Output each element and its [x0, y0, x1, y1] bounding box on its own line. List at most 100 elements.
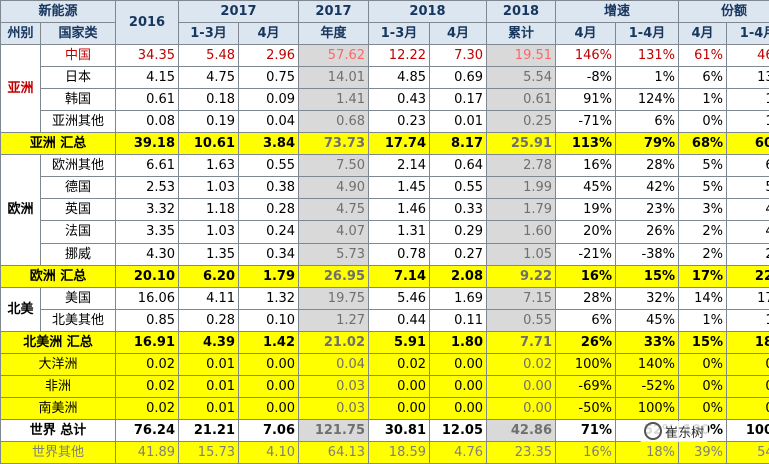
- value-cell: 34.35: [115, 44, 180, 68]
- table-row: 韩国0.610.180.091.410.430.170.6191%124%1%1…: [1, 88, 769, 112]
- watermark: 崔东树: [640, 421, 709, 442]
- country-label: 美国: [39, 286, 117, 310]
- value-cell: 1.27: [298, 308, 370, 332]
- value-cell: 5.73: [298, 242, 370, 266]
- table-row: 亚洲 汇总 39.18 10.61 3.84 73.73 17.74 8.17 25.91 11…: [0, 132, 769, 156]
- value-cell: 5%: [678, 154, 728, 178]
- value-cell: 0.01: [178, 374, 240, 398]
- value-cell: 2.14: [368, 154, 431, 178]
- value-cell: 1.63: [178, 154, 240, 178]
- value-cell: 5%: [678, 176, 728, 200]
- country-label: 欧洲其他: [39, 154, 117, 178]
- value-cell: 54%: [726, 440, 769, 464]
- value-cell: 26%: [555, 330, 617, 354]
- header-row-1: 新能源 2016 2017 2017 2018 2018 增速 份额: [0, 0, 769, 46]
- value-cell: 64.13: [298, 440, 370, 464]
- value-cell: 7.30: [429, 44, 488, 68]
- value-cell: 21.02: [298, 330, 370, 354]
- header-row-2: 州别 国家类 1-3月 4月 年度 1-3月 4月 累计 4月 1-4月 4月 …: [0, 22, 769, 46]
- header-country: 国家类: [39, 22, 117, 46]
- value-cell: 28%: [555, 286, 617, 310]
- header-sub: 1-3月: [368, 22, 431, 46]
- value-cell: 7.71: [486, 330, 557, 354]
- value-cell: 1.79: [486, 198, 557, 222]
- value-cell: 61%: [678, 44, 728, 68]
- value-cell: 100%: [615, 396, 680, 420]
- value-cell: 79%: [615, 132, 680, 156]
- value-cell: 0.55: [429, 176, 488, 200]
- value-cell: 2.78: [486, 154, 557, 178]
- value-cell: 41.89: [115, 440, 180, 464]
- value-cell: -50%: [555, 396, 617, 420]
- country-label: 北美其他: [39, 308, 117, 332]
- value-cell: 0%: [678, 396, 728, 420]
- value-cell: 42%: [615, 176, 680, 200]
- value-cell: 1%: [726, 110, 769, 134]
- row-label: 世界其他: [0, 440, 117, 464]
- value-cell: 0.43: [368, 88, 431, 112]
- table-row: 亚洲 中国 34.35 5.48 2.96 57.62 12.22 7.30 19.51 146%…: [0, 44, 769, 134]
- value-cell: 0.00: [238, 396, 300, 420]
- header-sub: 1-4月: [615, 22, 680, 46]
- value-cell: 16.91: [115, 330, 180, 354]
- value-cell: 0.44: [368, 308, 431, 332]
- value-cell: 6%: [615, 110, 680, 134]
- value-cell: 19.51: [486, 44, 557, 68]
- value-cell: 100%: [726, 418, 769, 442]
- value-cell: 0.11: [429, 308, 488, 332]
- value-cell: 6%: [555, 308, 617, 332]
- value-cell: 0.00: [368, 396, 431, 420]
- header-2017: 2017: [178, 0, 300, 24]
- table-row: 世界其他 41.89 15.73 4.10 64.13 18.59 4.76 23.35 16%…: [0, 440, 769, 464]
- row-label: 南美洲: [0, 396, 117, 420]
- table-row: 非洲 0.02 0.01 0.00 0.03 0.00 0.00 0.00 -69% -52% 0%…: [0, 374, 769, 398]
- value-cell: -52%: [615, 374, 680, 398]
- value-cell: 0.29: [429, 220, 488, 244]
- value-cell: -8%: [555, 66, 617, 90]
- value-cell: 0.01: [178, 396, 240, 420]
- header-sub: 4月: [678, 22, 728, 46]
- value-cell: 17.74: [368, 132, 431, 156]
- value-cell: 0.02: [115, 374, 180, 398]
- value-cell: 0.75: [238, 66, 300, 90]
- value-cell: 0.04: [238, 110, 300, 134]
- value-cell: 0.04: [298, 352, 370, 376]
- value-cell: 1.79: [238, 264, 300, 288]
- value-cell: 0%: [678, 374, 728, 398]
- table-row: 北美洲 汇总 16.91 4.39 1.42 21.02 5.91 1.80 7.71 26% 3…: [0, 330, 769, 354]
- table-row: 南美洲 0.02 0.01 0.00 0.03 0.00 0.00 0.00 -50% 100% 0…: [0, 396, 769, 420]
- row-label: 欧洲 汇总: [0, 264, 117, 288]
- row-label: 世界 总计: [0, 418, 117, 442]
- value-cell: 19.75: [298, 286, 370, 310]
- value-cell: 91%: [555, 88, 617, 112]
- header-sub: 4月: [429, 22, 488, 46]
- value-cell: 1.60: [486, 220, 557, 244]
- value-cell: 1.31: [368, 220, 431, 244]
- value-cell: 0.55: [238, 154, 300, 178]
- value-cell: 22%: [726, 264, 769, 288]
- value-cell: 0%: [726, 374, 769, 398]
- value-cell: 0.28: [238, 198, 300, 222]
- value-cell: 131%: [615, 44, 680, 68]
- value-cell: 3.35: [115, 220, 180, 244]
- value-cell: 124%: [615, 88, 680, 112]
- value-cell: 16.06: [115, 286, 180, 310]
- value-cell: 73.73: [298, 132, 370, 156]
- value-cell: 6%: [678, 66, 728, 90]
- value-cell: 0.00: [368, 374, 431, 398]
- value-cell: 1.35: [178, 242, 240, 266]
- value-cell: 0.38: [238, 176, 300, 200]
- header-continent: 州别: [0, 22, 41, 46]
- value-cell: 100%: [555, 352, 617, 376]
- row-label: 亚洲 汇总: [0, 132, 117, 156]
- value-cell: 0.33: [429, 198, 488, 222]
- header-sub: 4月: [238, 22, 300, 46]
- value-cell: 0.25: [486, 110, 557, 134]
- value-cell: 10.61: [178, 132, 240, 156]
- value-cell: 0.34: [238, 242, 300, 266]
- header-2017-year: 2017: [298, 0, 370, 24]
- value-cell: 4.11: [178, 286, 240, 310]
- value-cell: 13%: [726, 66, 769, 90]
- header-sub: 1-4月: [726, 22, 769, 46]
